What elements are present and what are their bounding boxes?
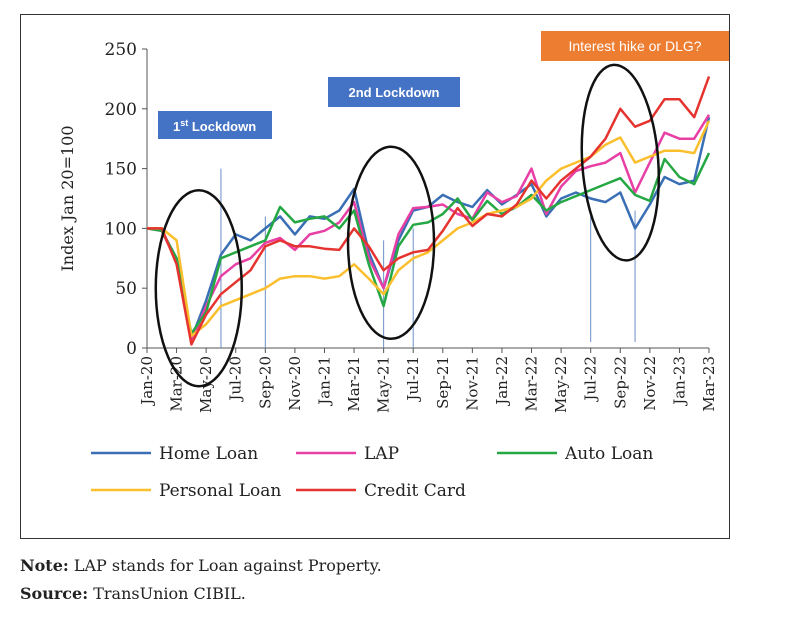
line-chart: 0 50 100 150 200 250 Index Jan 20=100 Jan-20 Mar… (58, 31, 729, 501)
note-text: LAP stands for Loan against Property. (68, 556, 382, 575)
lockdown2-box (328, 77, 460, 107)
y-tick-label: 250 (105, 40, 137, 60)
x-tick-label: Nov-21 (463, 356, 481, 411)
y-tick-label: 200 (105, 100, 137, 120)
note-line: Note: LAP stands for Loan against Proper… (20, 556, 382, 575)
x-tick-label: Nov-22 (641, 356, 659, 411)
x-tick-label: Jul-20 (227, 356, 245, 403)
legend-label-credit-card: Credit Card (364, 481, 466, 501)
x-tick-label: Sep-20 (256, 356, 274, 409)
x-tick-label: Mar-20 (168, 356, 186, 412)
series-line-personal-loan (147, 120, 711, 338)
lockdown1-label: 1st Lockdown (173, 118, 256, 134)
x-tick-label: Jan-20 (138, 356, 156, 407)
interest-box (541, 31, 729, 61)
x-tick-label: Mar-21 (345, 356, 363, 412)
legend-label-auto-loan: Auto Loan (564, 444, 653, 464)
lockdown2-ellipse (346, 145, 436, 341)
chart-frame: 0 50 100 150 200 250 Index Jan 20=100 Jan-20 Mar… (20, 14, 730, 539)
y-tick-label: 0 (126, 339, 137, 359)
x-tick-label: Jan-22 (493, 356, 511, 407)
x-tick-label: Nov-20 (286, 356, 304, 411)
x-tick-label: Sep-21 (434, 356, 452, 409)
interest-label: Interest hike or DLG? (568, 38, 701, 54)
legend-label-home-loan: Home Loan (159, 444, 258, 464)
series-line-lap (146, 114, 711, 344)
x-tick-label: Jan-23 (670, 356, 688, 407)
lockdown2-label: 2nd Lockdown (349, 85, 440, 100)
legend-label-personal-loan: Personal Loan (159, 481, 281, 501)
x-tick-label: Jul-22 (582, 356, 600, 403)
x-tick-label: Jan-21 (315, 356, 333, 407)
interest-ellipse (580, 63, 661, 262)
y-tick-label: 150 (105, 160, 137, 180)
lockdown1-box (158, 111, 272, 139)
x-tick-label: Jul-21 (404, 356, 422, 403)
source-line: Source: TransUnion CIBIL. (20, 584, 246, 603)
y-axis-label: Index Jan 20=100 (58, 125, 77, 271)
legend-label-lap: LAP (364, 444, 399, 464)
x-tick-label: Sep-22 (611, 356, 629, 409)
series-line-auto-loan (146, 152, 711, 335)
lockdown1-ellipse (154, 188, 244, 388)
y-tick-label: 50 (115, 279, 137, 299)
source-label: Source: (20, 584, 89, 603)
x-tick-label: Mar-23 (700, 356, 718, 412)
source-text: TransUnion CIBIL. (88, 584, 246, 603)
note-label: Note: (20, 556, 69, 575)
y-tick-label: 100 (105, 219, 137, 239)
x-tick-label: May-21 (375, 356, 393, 413)
x-tick-label: Mar-22 (523, 356, 541, 412)
series-line-home-loan (146, 116, 711, 340)
x-tick-label: May-22 (552, 356, 570, 413)
